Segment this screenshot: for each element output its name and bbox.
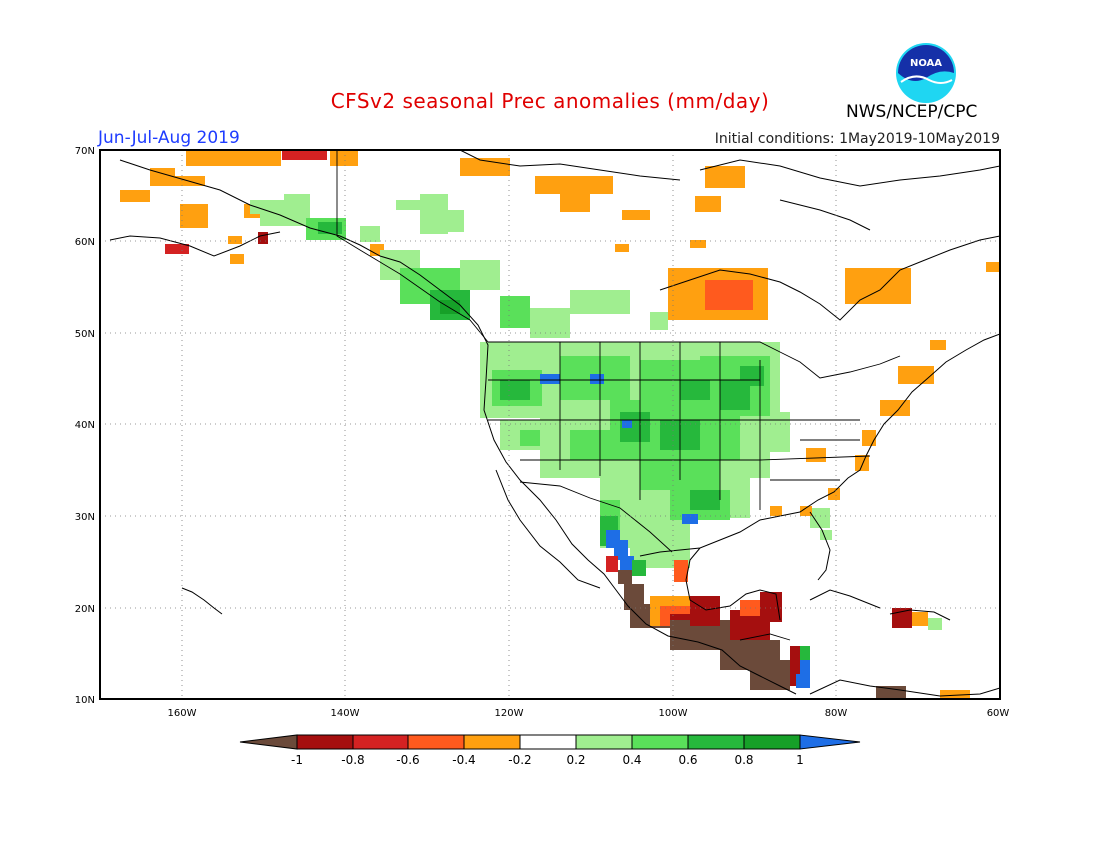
colorbar-swatch — [743, 734, 801, 750]
positive-anomaly-region — [380, 250, 668, 338]
lon-tick-label: 80W — [825, 708, 848, 719]
colorbar-swatch — [463, 734, 521, 750]
lon-tick-label: 140W — [331, 708, 360, 719]
colorbar-labels: -1 -0.8 -0.6 -0.4 -0.2 0.2 0.4 0.6 0.8 1 — [291, 753, 804, 767]
graticule — [100, 150, 1000, 699]
lat-axis: 10N 20N 30N 40N 50N 60N 70N — [75, 146, 95, 706]
political-borders — [336, 150, 901, 641]
colorbar-high-arrow — [799, 734, 861, 750]
lat-tick-label: 10N — [75, 695, 95, 706]
negative-anomaly-region — [770, 340, 946, 516]
logo-text: NOAA — [910, 58, 942, 69]
lat-tick-label: 50N — [75, 329, 95, 340]
lat-tick-label: 40N — [75, 420, 95, 431]
positive-anomaly-region — [480, 342, 832, 568]
lon-tick-label: 100W — [659, 708, 688, 719]
colorbar-label: -0.4 — [452, 753, 475, 767]
positive-anomaly-region — [796, 618, 942, 688]
map-frame — [99, 149, 1001, 700]
negative-anomaly-region — [460, 158, 1000, 320]
colorbar-swatch — [296, 734, 354, 750]
colorbar-label: -1 — [291, 753, 303, 767]
colorbar-swatch — [352, 734, 409, 750]
colorbar-label: 0.4 — [622, 753, 641, 767]
agency-label: NWS/NCEP/CPC — [846, 102, 978, 122]
lat-tick-label: 70N — [75, 146, 95, 157]
lon-tick-label: 60W — [987, 708, 1010, 719]
negative-anomaly-region — [606, 556, 970, 699]
lon-axis: 160W 140W 120W 100W 80W 60W — [168, 708, 1010, 719]
initial-conditions-label: Initial conditions: 1May2019-10May2019 — [714, 131, 1000, 147]
lat-tick-label: 20N — [75, 604, 95, 615]
lon-tick-label: 120W — [495, 708, 524, 719]
lat-tick-label: 30N — [75, 512, 95, 523]
positive-anomaly-region — [600, 516, 646, 576]
colorbar-swatch — [519, 734, 577, 750]
colorbar-label: -0.6 — [396, 753, 419, 767]
noaa-logo: NOAA — [896, 43, 956, 103]
lat-tick-label: 60N — [75, 237, 95, 248]
colorbar-swatch — [631, 734, 689, 750]
colorbar-low-arrow — [239, 734, 298, 750]
colorbar-swatch — [575, 734, 633, 750]
colorbar-swatch — [407, 734, 465, 750]
coastlines — [109, 150, 1000, 697]
colorbar-label: 1 — [796, 753, 804, 767]
map-title: CFSv2 seasonal Prec anomalies (mm/day) — [330, 89, 770, 113]
colorbar-label: 0.2 — [566, 753, 585, 767]
colorbar-label: -0.8 — [341, 753, 364, 767]
lon-tick-label: 160W — [168, 708, 197, 719]
colorbar-label: -0.2 — [508, 753, 531, 767]
season-label: Jun-Jul-Aug 2019 — [98, 128, 240, 148]
colorbar-label: 0.6 — [678, 753, 697, 767]
colorbar — [239, 734, 861, 750]
colorbar-label: 0.8 — [734, 753, 753, 767]
colorbar-swatch — [687, 734, 745, 750]
positive-anomaly-region — [250, 194, 464, 242]
